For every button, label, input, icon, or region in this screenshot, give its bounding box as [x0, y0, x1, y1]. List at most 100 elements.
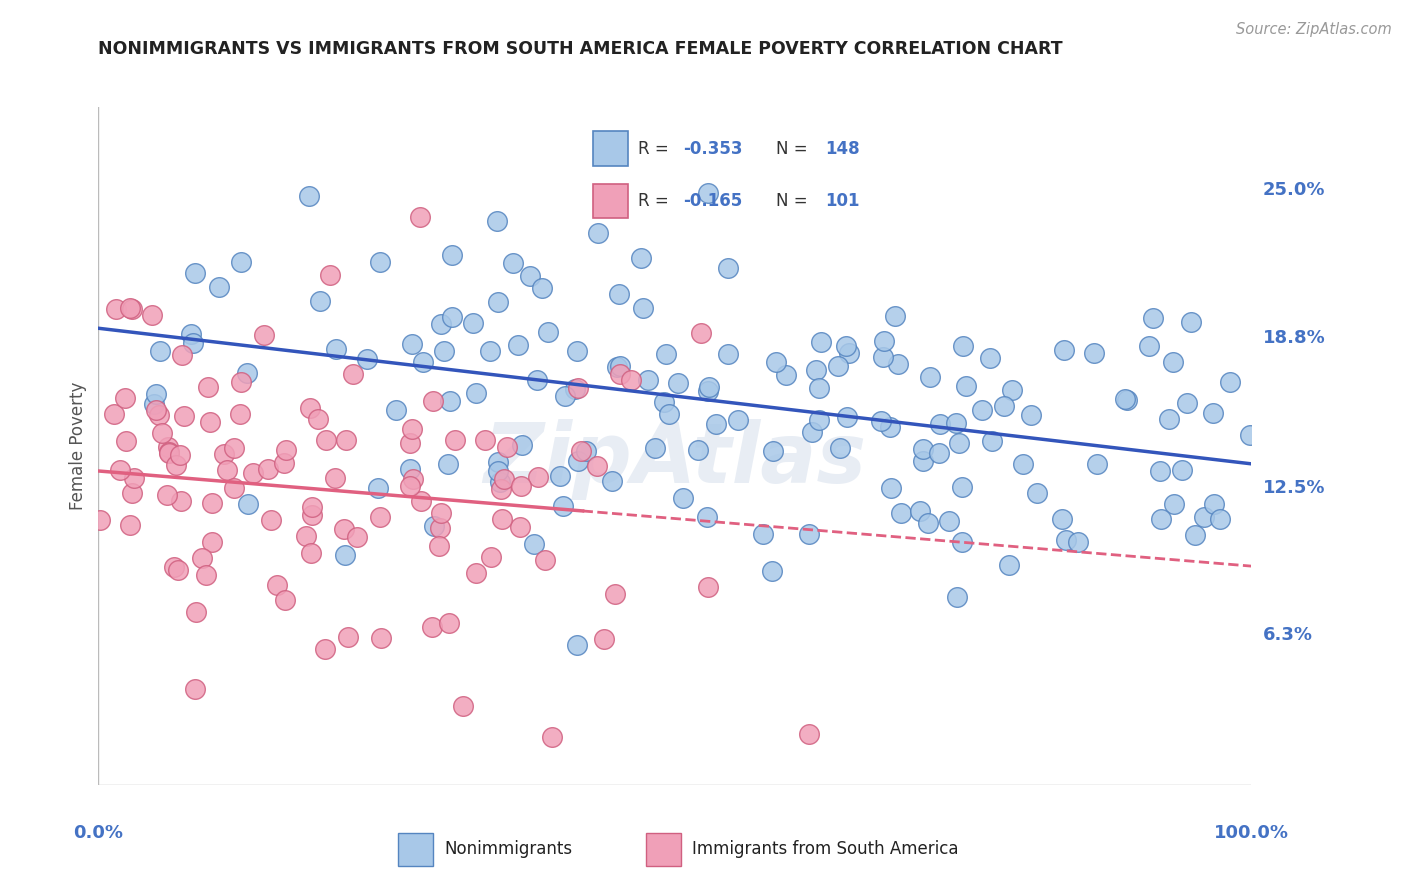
Point [952, 339, 974, 353]
Point [929, 417, 952, 432]
Point [1180, 315, 1202, 329]
Point [585, 458, 607, 473]
Point [301, 508, 323, 523]
Point [169, 448, 191, 462]
Point [486, 295, 509, 310]
Point [155, 488, 177, 502]
Point [1219, 375, 1241, 389]
Point [918, 370, 941, 384]
Point [485, 214, 508, 228]
Point [672, 491, 695, 505]
Point [346, 530, 368, 544]
Point [439, 394, 461, 409]
Point [1184, 528, 1206, 542]
Point [657, 407, 679, 421]
Point [148, 408, 170, 422]
Point [150, 425, 173, 440]
Point [411, 494, 433, 508]
Point [697, 186, 720, 201]
Point [1137, 339, 1160, 353]
Point [602, 475, 624, 489]
Point [502, 256, 524, 270]
Point [440, 248, 463, 262]
Point [222, 482, 245, 496]
Point [1054, 533, 1077, 547]
Point [609, 287, 631, 301]
Point [945, 417, 967, 431]
Point [437, 616, 460, 631]
Point [260, 513, 283, 527]
Point [873, 334, 896, 348]
Point [398, 462, 420, 476]
Point [993, 399, 1015, 413]
Point [1011, 457, 1033, 471]
Point [752, 526, 775, 541]
Point [637, 373, 659, 387]
Point [644, 441, 666, 455]
Point [1052, 343, 1074, 357]
Point [654, 395, 676, 409]
Point [531, 281, 554, 295]
Point [122, 470, 145, 484]
Point [1202, 497, 1225, 511]
Point [384, 403, 406, 417]
Point [630, 251, 652, 265]
Point [551, 500, 574, 514]
Point [444, 434, 467, 448]
Point [229, 407, 252, 421]
Point [89, 513, 111, 527]
Point [565, 638, 588, 652]
Point [342, 367, 364, 381]
Text: 0.0%: 0.0% [73, 824, 124, 842]
Point [533, 553, 555, 567]
Point [567, 381, 589, 395]
Point [606, 359, 628, 374]
Point [827, 359, 849, 374]
Point [567, 454, 589, 468]
Point [257, 461, 280, 475]
Point [696, 510, 718, 524]
Point [810, 335, 832, 350]
Point [1001, 383, 1024, 397]
Point [765, 355, 787, 369]
Point [474, 433, 496, 447]
Point [318, 268, 340, 282]
Point [519, 268, 541, 283]
Point [548, 468, 571, 483]
Point [801, 425, 824, 439]
Point [950, 480, 973, 494]
Point [299, 545, 322, 559]
Point [1115, 393, 1137, 408]
Point [717, 347, 740, 361]
Point [690, 326, 713, 340]
Text: Source: ZipAtlas.com: Source: ZipAtlas.com [1236, 22, 1392, 37]
Point [108, 463, 131, 477]
Point [307, 412, 329, 426]
Point [564, 382, 586, 396]
Point [333, 549, 356, 563]
Point [114, 391, 136, 405]
Point [368, 255, 391, 269]
Point [299, 401, 322, 415]
Point [433, 344, 456, 359]
Point [495, 440, 517, 454]
Point [1019, 408, 1042, 422]
Point [1085, 457, 1108, 471]
Point [157, 446, 180, 460]
Point [184, 266, 207, 280]
Point [325, 342, 347, 356]
Point [401, 337, 423, 351]
Point [830, 442, 852, 456]
Point [509, 478, 531, 492]
Point [157, 445, 180, 459]
Text: 100.0%: 100.0% [1213, 824, 1289, 842]
Point [1239, 427, 1261, 442]
Point [1083, 346, 1105, 360]
Point [804, 362, 827, 376]
Text: 18.8%: 18.8% [1263, 329, 1326, 347]
Point [955, 378, 977, 392]
Point [526, 470, 548, 484]
Point [229, 255, 252, 269]
Point [890, 506, 912, 520]
Point [118, 301, 141, 315]
